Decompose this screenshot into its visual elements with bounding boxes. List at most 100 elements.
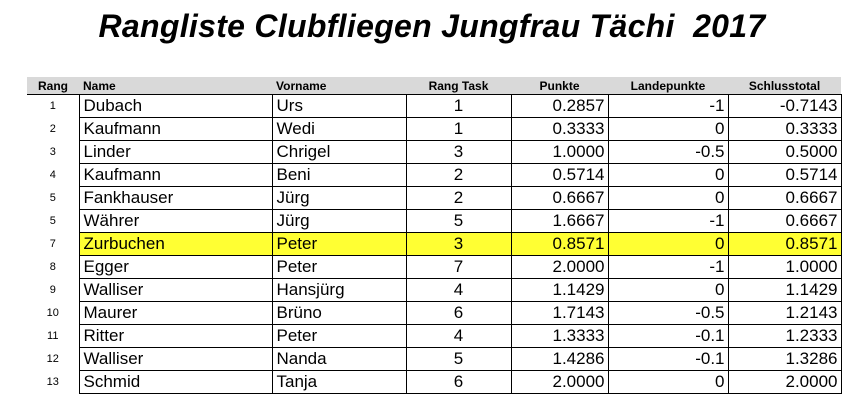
cell-vorname: Chrigel <box>271 140 407 164</box>
cell-schlusstotal: 0.6667 <box>727 186 842 210</box>
cell-name: Egger <box>78 255 273 279</box>
cell-punkte: 2.0000 <box>510 370 609 394</box>
cell-schlusstotal: -0.7143 <box>727 94 842 118</box>
cell-name: Zurbuchen <box>78 232 273 256</box>
cell-rang: 13 <box>27 370 80 394</box>
header-name: Name <box>79 77 272 95</box>
table-row: 7 Zurbuchen Peter 3 0.8571 0 0.8571 <box>27 232 842 256</box>
cell-rang: 10 <box>27 301 80 325</box>
cell-rang-task: 2 <box>405 186 512 210</box>
table-row: 10 Maurer Brüno 6 1.7143 -0.5 1.2143 <box>27 301 842 325</box>
cell-rang-task: 6 <box>405 370 512 394</box>
cell-name: Ritter <box>78 324 273 348</box>
cell-schlusstotal: 0.5714 <box>727 163 842 187</box>
cell-name: Schmid <box>78 370 273 394</box>
cell-punkte: 2.0000 <box>510 255 609 279</box>
cell-rang: 8 <box>27 255 80 279</box>
cell-landepunkte: 0 <box>607 186 729 210</box>
cell-vorname: Jürg <box>271 186 407 210</box>
cell-schlusstotal: 1.0000 <box>727 255 842 279</box>
table-row: 5 Fankhauser Jürg 2 0.6667 0 0.6667 <box>27 186 842 210</box>
cell-name: Dubach <box>78 94 273 118</box>
cell-vorname: Peter <box>271 324 407 348</box>
cell-rang-task: 3 <box>405 232 512 256</box>
header-landepunkte: Landepunkte <box>608 77 728 95</box>
cell-rang-task: 5 <box>405 347 512 371</box>
cell-landepunkte: 0 <box>607 117 729 141</box>
cell-schlusstotal: 0.5000 <box>727 140 842 164</box>
cell-name: Linder <box>78 140 273 164</box>
cell-landepunkte: -0.1 <box>607 324 729 348</box>
header-vorname: Vorname <box>272 77 406 95</box>
cell-rang: 4 <box>27 163 80 187</box>
page-title: Rangliste Clubfliegen Jungfrau Tächi 201… <box>98 8 766 44</box>
cell-rang: 5 <box>27 186 80 210</box>
cell-schlusstotal: 0.8571 <box>727 232 842 256</box>
cell-name: Kaufmann <box>78 163 273 187</box>
cell-name: Fankhauser <box>78 186 273 210</box>
cell-vorname: Tanja <box>271 370 407 394</box>
table-row: 9 Walliser Hansjürg 4 1.1429 0 1.1429 <box>27 278 842 302</box>
cell-punkte: 0.3333 <box>510 117 609 141</box>
cell-schlusstotal: 0.3333 <box>727 117 842 141</box>
cell-rang: 9 <box>27 278 80 302</box>
cell-landepunkte: 0 <box>607 278 729 302</box>
table-row: 8 Egger Peter 7 2.0000 -1 1.0000 <box>27 255 842 279</box>
cell-vorname: Nanda <box>271 347 407 371</box>
cell-name: Walliser <box>78 347 273 371</box>
cell-punkte: 1.7143 <box>510 301 609 325</box>
cell-rang-task: 5 <box>405 209 512 233</box>
cell-vorname: Beni <box>271 163 407 187</box>
cell-punkte: 1.6667 <box>510 209 609 233</box>
table-header-row: Rang Name Vorname Rang Task Punkte Lande… <box>27 77 841 95</box>
table-row: 2 Kaufmann Wedi 1 0.3333 0 0.3333 <box>27 117 842 141</box>
cell-landepunkte: 0 <box>607 163 729 187</box>
cell-landepunkte: -1 <box>607 94 729 118</box>
cell-schlusstotal: 1.1429 <box>727 278 842 302</box>
cell-landepunkte: -1 <box>607 209 729 233</box>
cell-rang-task: 3 <box>405 140 512 164</box>
cell-vorname: Urs <box>271 94 407 118</box>
cell-rang: 1 <box>27 94 80 118</box>
cell-vorname: Jürg <box>271 209 407 233</box>
cell-vorname: Brüno <box>271 301 407 325</box>
cell-punkte: 1.0000 <box>510 140 609 164</box>
cell-vorname: Wedi <box>271 117 407 141</box>
cell-punkte: 0.6667 <box>510 186 609 210</box>
cell-landepunkte: -1 <box>607 255 729 279</box>
cell-rang-task: 4 <box>405 278 512 302</box>
table-row: 3 Linder Chrigel 3 1.0000 -0.5 0.5000 <box>27 140 842 164</box>
cell-landepunkte: 0 <box>607 232 729 256</box>
cell-landepunkte: -0.5 <box>607 301 729 325</box>
table-row: 11 Ritter Peter 4 1.3333 -0.1 1.2333 <box>27 324 842 348</box>
header-rang: Rang <box>27 77 79 95</box>
cell-rang: 2 <box>27 117 80 141</box>
cell-vorname: Peter <box>271 232 407 256</box>
cell-name: Maurer <box>78 301 273 325</box>
cell-schlusstotal: 0.6667 <box>727 209 842 233</box>
cell-landepunkte: 0 <box>607 370 729 394</box>
header-rang-task: Rang Task <box>406 77 511 95</box>
cell-rang-task: 4 <box>405 324 512 348</box>
cell-schlusstotal: 1.2143 <box>727 301 842 325</box>
cell-rang-task: 6 <box>405 301 512 325</box>
cell-punkte: 0.5714 <box>510 163 609 187</box>
cell-rang-task: 7 <box>405 255 512 279</box>
cell-rang-task: 1 <box>405 117 512 141</box>
cell-schlusstotal: 2.0000 <box>727 370 842 394</box>
cell-name: Kaufmann <box>78 117 273 141</box>
cell-name: Walliser <box>78 278 273 302</box>
cell-rang: 3 <box>27 140 80 164</box>
cell-rang-task: 2 <box>405 163 512 187</box>
cell-landepunkte: -0.1 <box>607 347 729 371</box>
cell-schlusstotal: 1.3286 <box>727 347 842 371</box>
cell-rang: 12 <box>27 347 80 371</box>
cell-punkte: 1.1429 <box>510 278 609 302</box>
cell-punkte: 1.3333 <box>510 324 609 348</box>
cell-punkte: 0.8571 <box>510 232 609 256</box>
cell-vorname: Hansjürg <box>271 278 407 302</box>
table-row: 1 Dubach Urs 1 0.2857 -1 -0.7143 <box>27 94 842 118</box>
header-punkte: Punkte <box>511 77 608 95</box>
cell-punkte: 0.2857 <box>510 94 609 118</box>
cell-rang: 11 <box>27 324 80 348</box>
